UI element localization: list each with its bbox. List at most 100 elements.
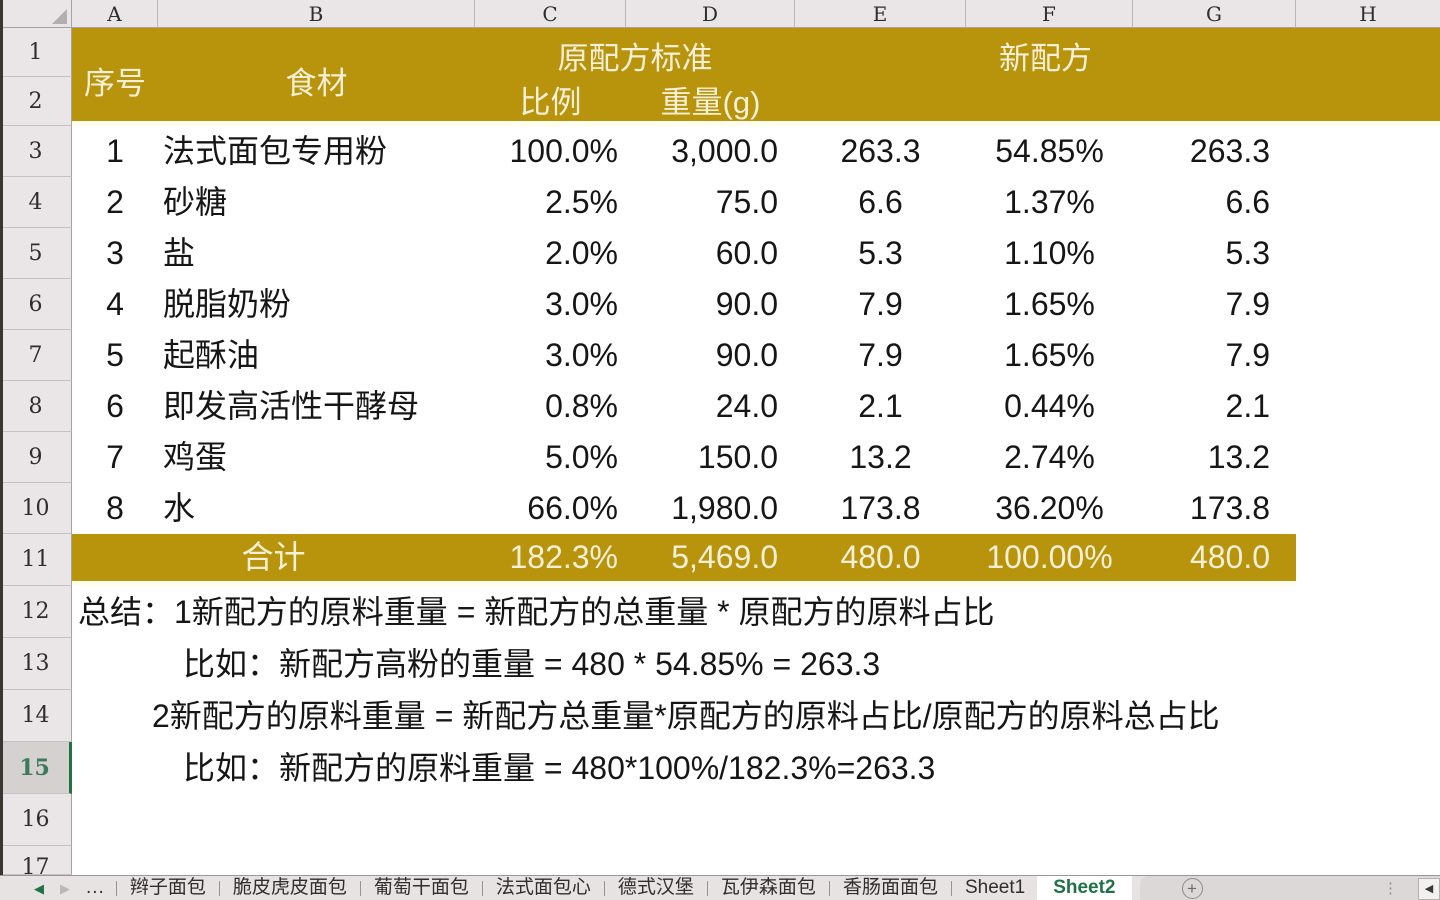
summary-line-3[interactable]: 2新配方的原料重量 = 新配方总重量*原配方的原料占比/原配方的原料总占比	[152, 698, 1220, 734]
total-new-weight[interactable]: 480.0	[840, 539, 921, 575]
cell-no[interactable]: 5	[106, 337, 124, 373]
cell-ratio[interactable]: 3.0%	[545, 286, 618, 322]
row-header-3[interactable]: 3	[0, 126, 72, 177]
sheet-tab[interactable]: 葡萄干面包	[373, 877, 469, 898]
cell-new-weight[interactable]: 173.8	[840, 490, 921, 526]
hscroll-left-icon[interactable]: ◀	[1418, 878, 1440, 900]
cell-weight[interactable]: 3,000.0	[671, 133, 778, 169]
row-header-11[interactable]: 11	[0, 534, 72, 586]
cell-new-weight[interactable]: 13.2	[849, 439, 912, 475]
summary-line-4[interactable]: 比如：新配方的原料重量 = 480*100%/182.3%=263.3	[183, 750, 936, 786]
cell-new-weight[interactable]: 2.1	[858, 388, 903, 424]
add-sheet-icon[interactable]: +	[1181, 877, 1203, 899]
header-cell-seq[interactable]: 序号	[84, 66, 146, 101]
column-header-b[interactable]: B	[158, 0, 475, 28]
cell-weight[interactable]: 90.0	[715, 286, 778, 322]
cell-new-weight2[interactable]: 2.1	[1225, 388, 1270, 424]
row-header-17[interactable]: 17	[0, 846, 72, 875]
cell-new-ratio[interactable]: 1.65%	[1004, 286, 1095, 322]
header-cell-original-recipe-group[interactable]: 原配方标准	[557, 41, 713, 76]
column-header-g[interactable]: G	[1133, 0, 1296, 28]
row-header-8[interactable]: 8	[0, 381, 72, 432]
cell-name[interactable]: 起酥油	[163, 337, 260, 373]
cell-weight[interactable]: 90.0	[715, 337, 778, 373]
column-header-c[interactable]: C	[475, 0, 626, 28]
hidden-sheets-ellipsis[interactable]: ...	[86, 877, 105, 898]
cell-name[interactable]: 法式面包专用粉	[163, 133, 388, 169]
sheet-tab[interactable]: 辫子面包	[129, 877, 206, 898]
row-header-9[interactable]: 9	[0, 432, 72, 483]
cell-name[interactable]: 水	[163, 490, 196, 526]
sheet-tab-sheet2-active[interactable]: Sheet2	[1037, 876, 1132, 900]
summary-line-2[interactable]: 比如：新配方高粉的重量 = 480 * 54.85% = 263.3	[183, 646, 881, 682]
sheet-tab[interactable]: 香肠面面包	[842, 877, 938, 898]
cell-new-weight2[interactable]: 5.3	[1225, 235, 1270, 271]
cell-weight[interactable]: 24.0	[715, 388, 778, 424]
row-header-15-selected[interactable]: 15	[0, 742, 72, 794]
cell-new-weight2[interactable]: 6.6	[1225, 184, 1270, 220]
column-header-e[interactable]: E	[795, 0, 966, 28]
row-header-6[interactable]: 6	[0, 279, 72, 330]
row-header-4[interactable]: 4	[0, 177, 72, 228]
cell-ratio[interactable]: 66.0%	[527, 490, 618, 526]
total-new-ratio[interactable]: 100.00%	[986, 539, 1113, 575]
column-header-a[interactable]: A	[72, 0, 158, 28]
sheet-tab[interactable]: 脆皮虎皮面包	[232, 877, 347, 898]
cell-weight[interactable]: 75.0	[715, 184, 778, 220]
cell-no[interactable]: 4	[106, 286, 124, 322]
cell-name[interactable]: 鸡蛋	[163, 439, 228, 475]
sheet-tab[interactable]: 德式汉堡	[617, 877, 694, 898]
cell-new-weight2[interactable]: 263.3	[1189, 133, 1270, 169]
row-header-1[interactable]: 1	[0, 28, 72, 77]
column-header-d[interactable]: D	[626, 0, 795, 28]
cell-ratio[interactable]: 100.0%	[509, 133, 618, 169]
sheet-tab-sheet1[interactable]: Sheet1	[964, 877, 1026, 898]
sheet-tab[interactable]: 法式面包心	[495, 877, 591, 898]
cell-no[interactable]: 2	[106, 184, 124, 220]
cell-new-weight2[interactable]: 7.9	[1225, 286, 1270, 322]
row-header-12[interactable]: 12	[0, 586, 72, 638]
cell-new-ratio[interactable]: 1.65%	[1004, 337, 1095, 373]
cell-ratio[interactable]: 3.0%	[545, 337, 618, 373]
cell-new-weight[interactable]: 5.3	[858, 235, 903, 271]
header-cell-ratio[interactable]: 比例	[519, 84, 582, 120]
cell-no[interactable]: 6	[106, 388, 124, 424]
cell-weight[interactable]: 1,980.0	[671, 490, 778, 526]
cell-name[interactable]: 脱脂奶粉	[163, 286, 292, 322]
header-cell-ingredient[interactable]: 食材	[285, 66, 348, 101]
cell-new-ratio[interactable]: 54.85%	[995, 133, 1104, 169]
cell-new-ratio[interactable]: 1.37%	[1004, 184, 1095, 220]
prev-sheet-icon[interactable]: ◀	[34, 880, 44, 896]
next-sheet-icon[interactable]: ▶	[60, 880, 70, 896]
cell-no[interactable]: 1	[106, 133, 124, 169]
cell-no[interactable]: 8	[106, 490, 124, 526]
row-header-5[interactable]: 5	[0, 228, 72, 279]
row-header-7[interactable]: 7	[0, 330, 72, 381]
select-all-corner[interactable]	[0, 0, 72, 28]
header-cell-weight[interactable]: 重量(g)	[660, 84, 761, 120]
header-cell-new-recipe-group[interactable]: 新配方	[999, 41, 1092, 76]
cell-new-ratio[interactable]: 0.44%	[1004, 388, 1095, 424]
cell-weight[interactable]: 60.0	[715, 235, 778, 271]
sheet-tab[interactable]: 瓦伊森面包	[720, 877, 816, 898]
cell-ratio[interactable]: 5.0%	[545, 439, 618, 475]
total-new-weight2[interactable]: 480.0	[1189, 539, 1270, 575]
cell-ratio[interactable]: 2.5%	[545, 184, 618, 220]
more-options-icon[interactable]: ⋮	[1383, 880, 1398, 897]
cell-no[interactable]: 7	[106, 439, 124, 475]
cell-new-weight[interactable]: 7.9	[858, 337, 903, 373]
row-header-13[interactable]: 13	[0, 638, 72, 690]
cell-new-ratio[interactable]: 1.10%	[1004, 235, 1095, 271]
cell-new-weight2[interactable]: 7.9	[1225, 337, 1270, 373]
total-ratio[interactable]: 182.3%	[509, 539, 618, 575]
cell-name[interactable]: 盐	[163, 235, 196, 271]
cell-weight[interactable]: 150.0	[697, 439, 778, 475]
cell-new-weight[interactable]: 263.3	[840, 133, 921, 169]
row-header-16[interactable]: 16	[0, 794, 72, 846]
cell-new-ratio[interactable]: 36.20%	[995, 490, 1104, 526]
total-label[interactable]: 合计	[241, 539, 306, 575]
row-header-10[interactable]: 10	[0, 483, 72, 534]
column-header-f[interactable]: F	[966, 0, 1133, 28]
row-header-14[interactable]: 14	[0, 690, 72, 742]
cell-new-weight2[interactable]: 173.8	[1189, 490, 1270, 526]
